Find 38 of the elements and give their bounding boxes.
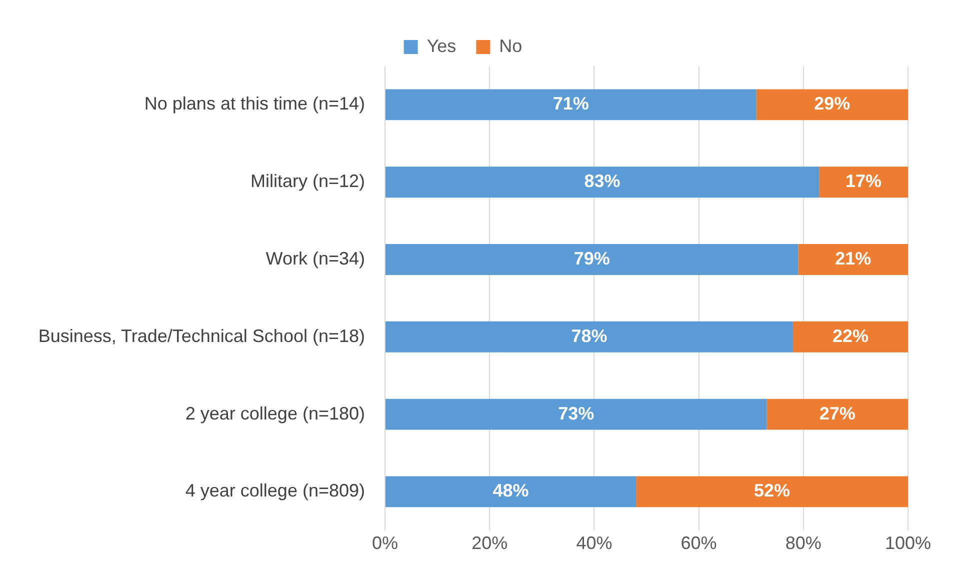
data-label: 22% — [832, 326, 868, 346]
y-tick-label: Military (n=12) — [250, 171, 366, 192]
data-label: 48% — [492, 480, 529, 501]
legend-label: Yes — [426, 36, 456, 56]
bar — [386, 166, 820, 198]
data-label: 71% — [552, 94, 589, 114]
y-tick-label: Business, Trade/Technical School (n=18) — [38, 326, 366, 346]
data-label: 21% — [835, 248, 872, 268]
data-label: 78% — [571, 326, 608, 346]
bar — [386, 89, 756, 120]
bar — [386, 321, 793, 352]
bar — [766, 398, 908, 430]
x-tick-label: 100% — [884, 533, 932, 554]
x-tick-label: 40% — [576, 533, 612, 554]
y-tick-label: Work (n=34) — [266, 248, 366, 268]
bar — [792, 321, 908, 352]
data-label: 73% — [558, 403, 594, 424]
bar — [386, 398, 767, 430]
x-tick-label: 20% — [472, 533, 508, 554]
y-tick-label: 2 year college (n=180) — [185, 403, 366, 424]
data-label: 29% — [814, 94, 850, 114]
data-label: 27% — [819, 403, 856, 424]
data-label: 52% — [754, 480, 790, 501]
data-label: 17% — [846, 171, 882, 192]
x-tick-label: 0% — [372, 533, 398, 554]
bar — [386, 244, 798, 275]
y-tick-label: No plans at this time (n=14) — [144, 94, 366, 114]
y-tick-label: 4 year college (n=809) — [185, 480, 366, 501]
bar — [819, 166, 908, 198]
bar — [386, 476, 636, 508]
legend-label: No — [499, 36, 522, 56]
bar — [756, 89, 908, 120]
bar — [798, 244, 908, 275]
bar — [636, 476, 908, 508]
x-tick-label: 60% — [680, 533, 717, 554]
data-label: 79% — [574, 248, 610, 268]
data-label: 83% — [584, 171, 620, 192]
x-tick-label: 80% — [785, 533, 822, 554]
